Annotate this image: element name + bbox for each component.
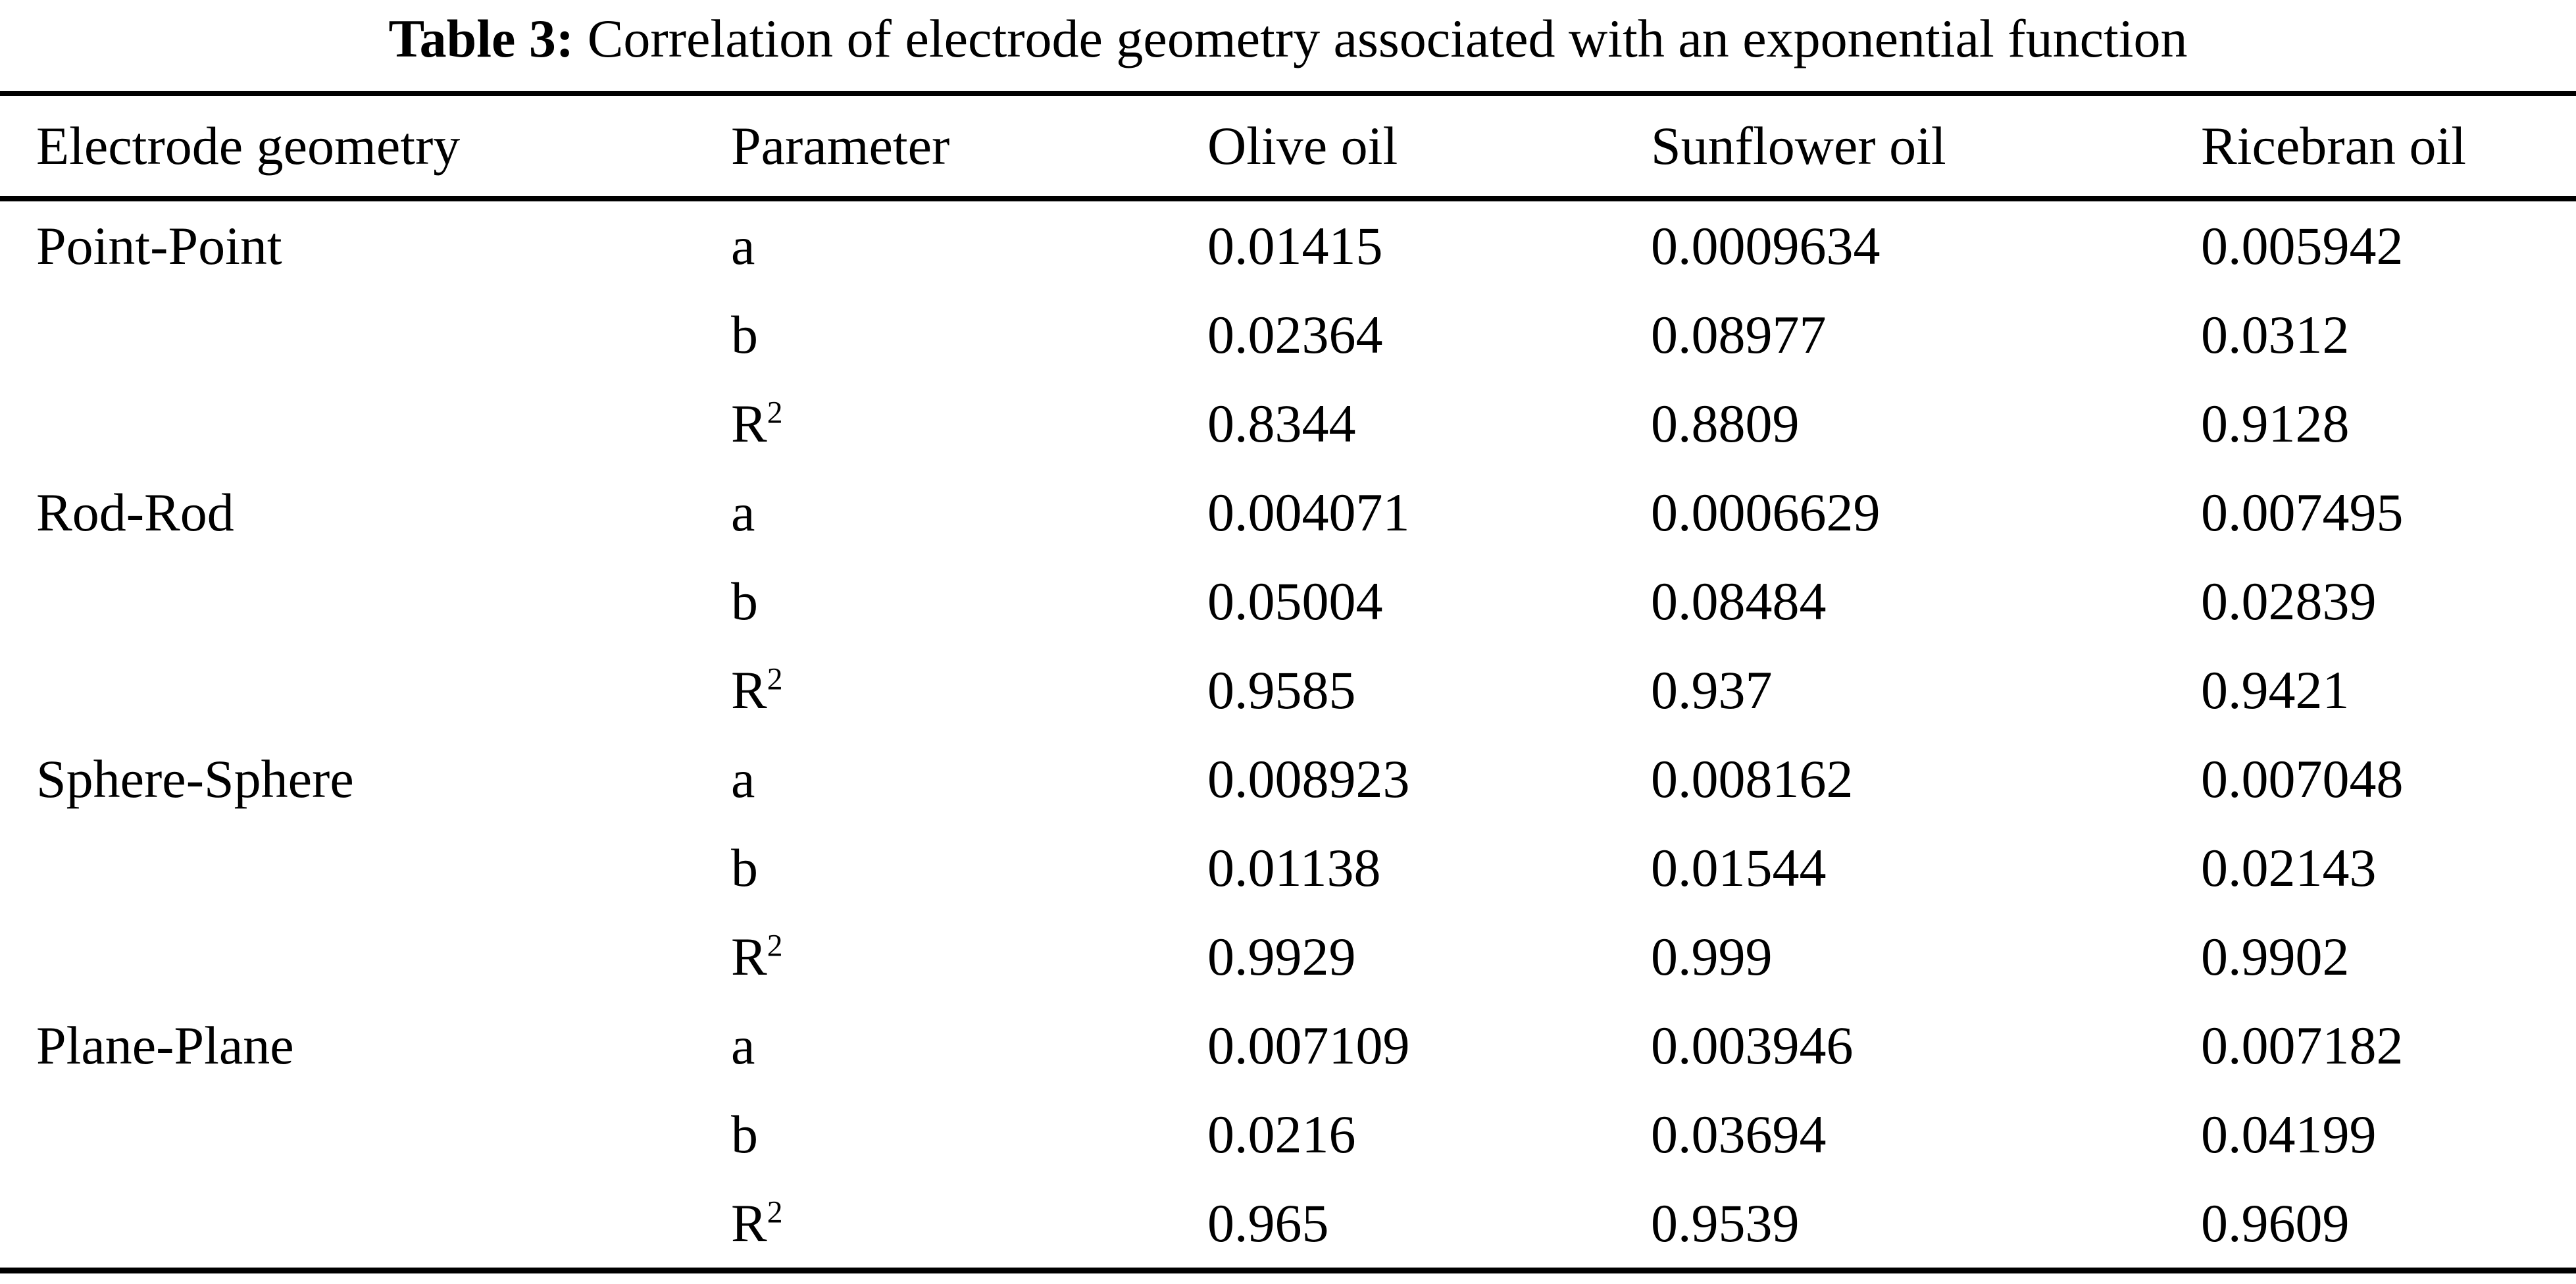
table-row: Plane-Plane a 0.007109 0.003946 0.007182 bbox=[0, 1001, 2576, 1090]
cell-ricebran-oil: 0.007495 bbox=[2201, 482, 2404, 542]
cell-olive-oil: 0.9929 bbox=[1207, 926, 1356, 987]
cell-sunflower-oil: 0.8809 bbox=[1651, 393, 1800, 453]
table-row: b 0.01138 0.01544 0.02143 bbox=[0, 823, 2576, 912]
cell-parameter: a bbox=[731, 215, 755, 276]
cell-geometry bbox=[0, 823, 731, 912]
cell-ricebran-oil: 0.02143 bbox=[2201, 837, 2377, 898]
parameter-superscript: 2 bbox=[767, 396, 783, 430]
cell-olive-oil: 0.0216 bbox=[1207, 1104, 1356, 1164]
cell-parameter: R2 bbox=[731, 393, 783, 453]
cell-parameter: R2 bbox=[731, 659, 783, 720]
cell-sunflower-oil: 0.008162 bbox=[1651, 748, 1854, 809]
table-row: Rod-Rod a 0.004071 0.0006629 0.007495 bbox=[0, 468, 2576, 557]
cell-sunflower-oil: 0.003946 bbox=[1651, 1015, 1854, 1075]
cell-ricebran-oil: 0.9609 bbox=[2201, 1193, 2350, 1253]
cell-parameter: b bbox=[731, 304, 758, 365]
cell-sunflower-oil: 0.08484 bbox=[1651, 571, 1827, 631]
cell-sunflower-oil: 0.01544 bbox=[1651, 837, 1827, 898]
table-row: R2 0.9929 0.999 0.9902 bbox=[0, 912, 2576, 1001]
cell-olive-oil: 0.004071 bbox=[1207, 482, 1410, 542]
cell-geometry bbox=[0, 1179, 731, 1271]
cell-parameter: R2 bbox=[731, 926, 783, 987]
cell-geometry bbox=[0, 1090, 731, 1179]
table-row: b 0.05004 0.08484 0.02839 bbox=[0, 557, 2576, 646]
table-row: Sphere-Sphere a 0.008923 0.008162 0.0070… bbox=[0, 734, 2576, 823]
cell-sunflower-oil: 0.0009634 bbox=[1651, 215, 1881, 276]
table-body: Point-Point a 0.01415 0.0009634 0.005942… bbox=[0, 199, 2576, 1271]
cell-sunflower-oil: 0.03694 bbox=[1651, 1104, 1827, 1164]
cell-olive-oil: 0.965 bbox=[1207, 1193, 1329, 1253]
cell-ricebran-oil: 0.005942 bbox=[2201, 215, 2404, 276]
table-caption: Table 3: Correlation of electrode geomet… bbox=[0, 3, 2576, 75]
cell-geometry: Point-Point bbox=[36, 215, 282, 276]
cell-olive-oil: 0.02364 bbox=[1207, 304, 1383, 365]
table-row: b 0.0216 0.03694 0.04199 bbox=[0, 1090, 2576, 1179]
cell-sunflower-oil: 0.9539 bbox=[1651, 1193, 1800, 1253]
table-row: Point-Point a 0.01415 0.0009634 0.005942 bbox=[0, 199, 2576, 290]
table-caption-label: Table 3: bbox=[388, 9, 574, 68]
cell-geometry: Rod-Rod bbox=[36, 482, 234, 542]
cell-parameter: b bbox=[731, 837, 758, 898]
table-header: Electrode geometry Parameter Olive oil S… bbox=[0, 93, 2576, 201]
cell-parameter: b bbox=[731, 1104, 758, 1164]
column-header-electrode-geometry: Electrode geometry bbox=[0, 93, 731, 201]
table-row: R2 0.965 0.9539 0.9609 bbox=[0, 1179, 2576, 1271]
cell-olive-oil: 0.9585 bbox=[1207, 659, 1356, 720]
cell-ricebran-oil: 0.02839 bbox=[2201, 571, 2377, 631]
parameter-superscript: 2 bbox=[767, 662, 783, 697]
parameter-superscript: 2 bbox=[767, 929, 783, 963]
cell-sunflower-oil: 0.08977 bbox=[1651, 304, 1827, 365]
cell-ricebran-oil: 0.0312 bbox=[2201, 304, 2350, 365]
cell-parameter: b bbox=[731, 571, 758, 631]
cell-olive-oil: 0.007109 bbox=[1207, 1015, 1410, 1075]
cell-ricebran-oil: 0.007182 bbox=[2201, 1015, 2404, 1075]
cell-olive-oil: 0.01138 bbox=[1207, 837, 1381, 898]
table-row: b 0.02364 0.08977 0.0312 bbox=[0, 290, 2576, 379]
cell-olive-oil: 0.8344 bbox=[1207, 393, 1356, 453]
cell-sunflower-oil: 0.937 bbox=[1651, 659, 1773, 720]
cell-parameter: R2 bbox=[731, 1193, 783, 1253]
cell-ricebran-oil: 0.9902 bbox=[2201, 926, 2350, 987]
cell-geometry bbox=[0, 290, 731, 379]
cell-ricebran-oil: 0.9421 bbox=[2201, 659, 2350, 720]
cell-geometry: Sphere-Sphere bbox=[36, 748, 354, 809]
table-row: R2 0.9585 0.937 0.9421 bbox=[0, 646, 2576, 734]
cell-olive-oil: 0.05004 bbox=[1207, 571, 1383, 631]
cell-ricebran-oil: 0.9128 bbox=[2201, 393, 2350, 453]
parameter-superscript: 2 bbox=[767, 1195, 783, 1230]
table-caption-text: Correlation of electrode geometry associ… bbox=[587, 9, 2188, 68]
cell-sunflower-oil: 0.0006629 bbox=[1651, 482, 1881, 542]
correlation-table: Electrode geometry Parameter Olive oil S… bbox=[0, 91, 2576, 1273]
cell-geometry bbox=[0, 912, 731, 1001]
cell-olive-oil: 0.008923 bbox=[1207, 748, 1410, 809]
table-row: R2 0.8344 0.8809 0.9128 bbox=[0, 379, 2576, 468]
cell-geometry: Plane-Plane bbox=[36, 1015, 294, 1075]
cell-parameter: a bbox=[731, 482, 755, 542]
cell-geometry bbox=[0, 557, 731, 646]
header-row: Electrode geometry Parameter Olive oil S… bbox=[0, 93, 2576, 201]
cell-parameter: a bbox=[731, 748, 755, 809]
column-header-parameter: Parameter bbox=[731, 93, 1207, 201]
cell-olive-oil: 0.01415 bbox=[1207, 215, 1383, 276]
column-header-sunflower-oil: Sunflower oil bbox=[1651, 93, 2201, 201]
cell-parameter: a bbox=[731, 1015, 755, 1075]
column-header-ricebran-oil: Ricebran oil bbox=[2201, 93, 2576, 201]
cell-ricebran-oil: 0.007048 bbox=[2201, 748, 2404, 809]
cell-geometry bbox=[0, 646, 731, 734]
column-header-olive-oil: Olive oil bbox=[1207, 93, 1651, 201]
cell-ricebran-oil: 0.04199 bbox=[2201, 1104, 2377, 1164]
cell-sunflower-oil: 0.999 bbox=[1651, 926, 1773, 987]
cell-geometry bbox=[0, 379, 731, 468]
